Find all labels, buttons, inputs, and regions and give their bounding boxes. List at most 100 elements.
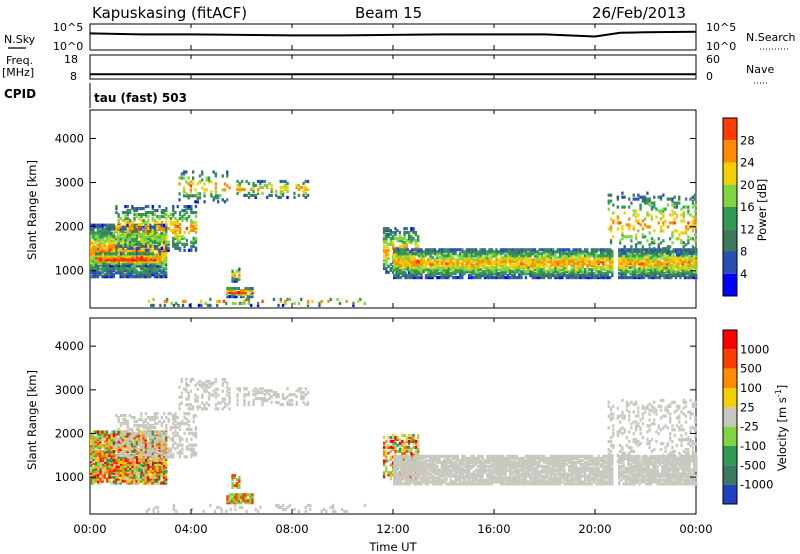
range-gate-cell xyxy=(572,270,575,274)
range-gate-cell xyxy=(92,434,95,438)
range-gate-cell xyxy=(138,262,141,266)
range-gate-cell xyxy=(112,235,115,239)
range-gate-cell xyxy=(393,258,396,262)
range-gate-cell xyxy=(156,435,159,439)
range-gate-cell xyxy=(113,258,116,262)
range-gate-cell xyxy=(101,436,104,440)
range-gate-cell xyxy=(128,209,132,213)
range-gate-cell xyxy=(687,209,690,213)
range-gate-cell xyxy=(618,264,621,268)
range-gate-cell xyxy=(149,269,152,273)
range-gate-cell xyxy=(627,270,630,274)
range-gate-cell xyxy=(165,273,168,277)
range-gate-cell xyxy=(281,189,285,193)
range-gate-cell xyxy=(495,258,498,262)
range-gate-cell xyxy=(655,207,658,211)
range-gate-cell xyxy=(304,195,307,199)
range-gate-cell xyxy=(506,276,509,280)
range-gate-cell xyxy=(506,254,509,258)
range-gate-cell xyxy=(577,270,580,274)
range-gate-cell xyxy=(675,205,679,209)
range-gate-cell xyxy=(618,248,621,252)
range-gate-cell xyxy=(147,425,150,429)
range-gate-cell xyxy=(616,217,619,221)
range-gate-cell xyxy=(135,269,138,273)
range-gate-cell xyxy=(658,266,662,270)
range-gate-cell xyxy=(101,245,104,249)
range-gate-cell xyxy=(133,436,136,440)
range-gate-cell xyxy=(112,471,115,475)
range-gate-cell xyxy=(670,274,673,278)
range-gate-cell xyxy=(144,418,148,422)
range-gate-cell xyxy=(472,260,475,264)
range-gate-cell xyxy=(95,254,98,258)
range-gate-cell xyxy=(529,272,532,276)
range-gate-cell xyxy=(558,250,562,254)
range-gate-cell xyxy=(408,268,412,272)
range-gate-cell xyxy=(577,276,580,280)
range-gate-cell xyxy=(611,264,614,268)
range-gate-cell xyxy=(436,254,439,258)
range-gate-cell xyxy=(414,231,417,235)
range-gate-cell xyxy=(420,264,423,268)
range-gate-cell xyxy=(679,272,682,276)
range-gate-cell xyxy=(417,244,420,249)
range-gate-cell xyxy=(684,243,688,247)
range-gate-cell xyxy=(210,192,213,196)
range-gate-cell xyxy=(688,276,691,280)
range-gate-cell xyxy=(691,219,694,223)
range-gate-cell xyxy=(684,227,688,231)
range-gate-cell xyxy=(586,266,589,270)
range-gate-cell xyxy=(259,179,262,184)
range-gate-cell xyxy=(691,199,694,203)
range-gate-cell xyxy=(238,269,241,273)
range-gate-cell xyxy=(153,229,156,233)
range-gate-cell xyxy=(105,479,109,483)
range-gate-cell xyxy=(117,218,120,223)
range-gate-cell xyxy=(90,229,93,233)
range-gate-cell xyxy=(479,254,482,258)
range-gate-cell xyxy=(639,223,642,227)
range-gate-cell xyxy=(120,254,123,258)
range-gate-cell xyxy=(238,181,241,186)
range-gate-cell xyxy=(149,479,152,483)
range-gate-cell xyxy=(593,250,596,254)
range-gate-cell xyxy=(483,274,487,278)
range-gate-cell xyxy=(169,412,173,416)
range-gate-cell xyxy=(608,276,612,280)
range-gate-cell xyxy=(128,249,131,253)
range-gate-cell xyxy=(672,264,675,268)
range-gate-cell xyxy=(495,266,498,270)
range-gate-cell xyxy=(156,437,159,441)
range-gate-cell xyxy=(92,457,95,462)
range-gate-cell xyxy=(101,434,104,438)
range-gate-cell xyxy=(247,299,251,303)
range-gate-cell xyxy=(646,197,649,201)
range-gate-cell xyxy=(536,250,539,254)
range-gate-cell xyxy=(470,268,473,272)
range-gate-cell xyxy=(572,248,575,252)
range-gate-cell xyxy=(440,260,443,264)
range-gate-cell xyxy=(574,268,578,272)
range-gate-cell xyxy=(683,268,687,272)
range-gate-cell xyxy=(185,207,188,211)
range-gate-cell xyxy=(554,262,557,266)
range-gate-cell xyxy=(683,258,687,262)
range-gate-cell xyxy=(477,256,480,260)
range-gate-cell xyxy=(144,211,148,215)
range-gate-cell xyxy=(174,220,177,225)
range-gate-cell xyxy=(149,455,152,460)
range-gate-cell xyxy=(140,273,143,277)
range-gate-cell xyxy=(403,233,406,237)
range-gate-cell xyxy=(147,218,150,223)
range-gate-cell xyxy=(110,446,113,450)
range-gate-cell xyxy=(477,250,480,254)
range-gate-cell xyxy=(103,223,106,227)
range-gate-cell xyxy=(531,276,534,280)
range-gate-cell xyxy=(188,215,191,219)
range-gate-cell xyxy=(538,276,541,280)
range-gate-cell xyxy=(622,268,625,272)
range-gate-cell xyxy=(99,235,102,239)
range-gate-cell xyxy=(231,279,234,283)
